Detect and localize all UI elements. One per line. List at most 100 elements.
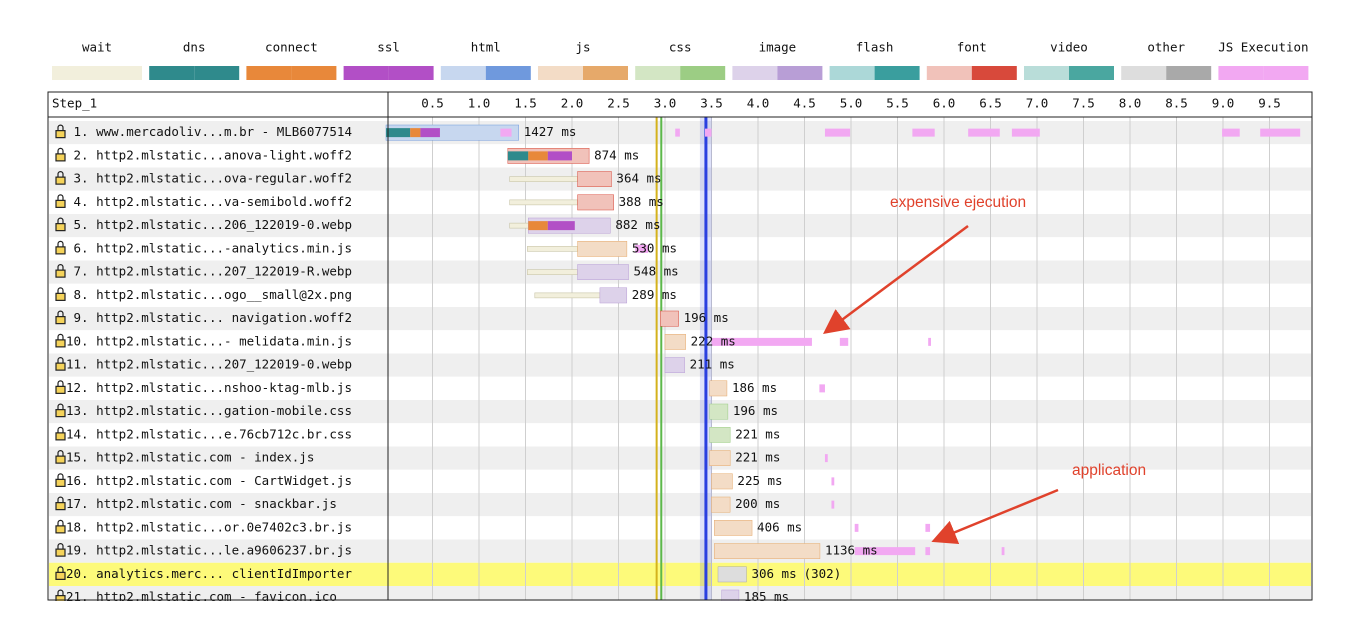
request-label: 16. http2.mlstatic.com - CartWidget.js xyxy=(66,473,352,488)
x-tick-label: 5.5 xyxy=(886,96,909,111)
legend-swatch xyxy=(291,66,337,80)
legend-swatch xyxy=(149,66,195,80)
lock-icon xyxy=(55,339,66,348)
lock-icon xyxy=(57,310,64,317)
legend-label: html xyxy=(471,40,501,55)
annotation: expensive ejecution xyxy=(890,194,1026,211)
request-bar xyxy=(599,287,628,304)
duration-label: 1427 ms xyxy=(524,124,577,139)
annotation-arrow xyxy=(822,224,969,334)
duration-label: 874 ms xyxy=(594,147,639,162)
phase-bar xyxy=(410,128,421,138)
request-bar xyxy=(577,194,614,211)
request-bar xyxy=(709,380,728,397)
legend-swatch xyxy=(1218,66,1264,80)
x-tick-label: 1.5 xyxy=(514,96,537,111)
js-execution xyxy=(925,523,931,532)
lock-icon xyxy=(57,589,64,596)
x-tick-label: 6.0 xyxy=(933,96,956,111)
row-background xyxy=(49,493,1311,517)
lock-icon xyxy=(55,571,66,580)
x-tick-label: 7.0 xyxy=(1026,96,1049,111)
request-bar xyxy=(664,357,685,373)
lock-icon xyxy=(57,450,64,457)
legend-label: js xyxy=(575,40,590,55)
legend-swatch xyxy=(1166,66,1212,80)
js-execution xyxy=(1001,547,1005,556)
x-tick-label: 7.5 xyxy=(1072,96,1095,111)
phase-bar xyxy=(420,128,440,138)
request-label: 21. http2.mlstatic.com - favicon.ico xyxy=(66,589,337,604)
request-label: 6. http2.mlstatic...-analytics.min.js xyxy=(66,240,352,255)
request-bar xyxy=(721,589,740,601)
legend-label: css xyxy=(669,40,692,55)
duration-label: 388 ms xyxy=(619,194,664,209)
row-background xyxy=(49,237,1311,261)
lock-icon xyxy=(57,240,64,247)
legend-swatch xyxy=(583,66,628,80)
lock-icon xyxy=(57,333,64,340)
js-execution xyxy=(500,128,512,137)
request-bar xyxy=(577,171,612,187)
duration-label: 530 ms xyxy=(632,240,677,255)
lock-icon xyxy=(57,473,64,480)
legend-swatch xyxy=(732,66,778,80)
legend-label: video xyxy=(1050,40,1088,55)
lock-icon xyxy=(55,153,66,162)
x-tick-label: 4.5 xyxy=(793,96,816,111)
js-execution xyxy=(839,337,849,346)
row-background xyxy=(49,307,1311,331)
x-tick-label: 8.5 xyxy=(1165,96,1188,111)
js-execution xyxy=(824,128,851,137)
phase-bar xyxy=(547,151,572,161)
request-bar xyxy=(660,310,679,327)
request-label: 1. www.mercadoliv...m.br - MLB6077514 xyxy=(66,124,352,139)
row-background xyxy=(49,190,1311,214)
request-label: 3. http2.mlstatic...ova-regular.woff2 xyxy=(66,171,352,186)
annotation-arrow xyxy=(931,488,1059,544)
request-bar xyxy=(709,403,729,420)
legend-swatch xyxy=(388,66,434,80)
duration-label: 221 ms xyxy=(735,426,780,441)
lock-icon xyxy=(55,502,66,511)
legend-swatch xyxy=(440,66,486,80)
x-tick-label: 3.5 xyxy=(700,96,723,111)
js-execution xyxy=(968,128,1000,137)
legend-swatch xyxy=(829,66,875,80)
duration-label: 406 ms xyxy=(757,519,802,534)
legend-label: connect xyxy=(265,40,318,55)
x-tick-label: 9.5 xyxy=(1258,96,1281,111)
legend-swatch xyxy=(874,66,920,80)
wait-bar xyxy=(527,246,578,252)
wait-bar xyxy=(509,199,578,206)
phase-bar xyxy=(507,151,529,161)
step-header: Step_1 xyxy=(52,96,97,111)
duration-label: 186 ms xyxy=(732,380,777,395)
js-execution xyxy=(819,384,825,393)
legend-swatch xyxy=(1069,66,1114,80)
row-background xyxy=(49,446,1311,470)
duration-label: 1136 ms xyxy=(825,543,878,558)
lock-icon xyxy=(55,409,66,418)
status-label: (302) xyxy=(804,566,842,581)
legend-swatch xyxy=(680,66,726,80)
request-bar xyxy=(711,473,733,490)
row-background xyxy=(49,376,1311,400)
js-execution xyxy=(704,128,712,137)
request-bar xyxy=(711,496,731,513)
js-execution xyxy=(912,128,935,137)
legend-swatch xyxy=(635,66,681,80)
row-background xyxy=(49,469,1311,493)
lock-icon xyxy=(55,362,66,371)
js-execution xyxy=(831,477,835,486)
lock-icon xyxy=(55,385,66,394)
x-tick-label: 6.5 xyxy=(979,96,1002,111)
lock-icon xyxy=(57,496,64,503)
lock-icon xyxy=(57,217,64,224)
row-background xyxy=(49,260,1311,284)
row-background xyxy=(49,400,1311,424)
x-tick-label: 5.0 xyxy=(840,96,863,111)
js-execution xyxy=(854,547,916,556)
